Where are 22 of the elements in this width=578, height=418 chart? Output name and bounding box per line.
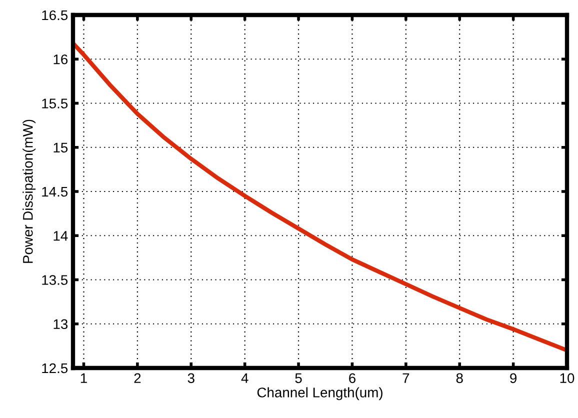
x-tick-label: 6 [349,373,356,384]
x-tick-label: 1 [80,373,87,383]
x-tick-label: 8 [456,373,463,384]
y-tick-label: 12.5 [42,363,68,374]
y-tick-label: 13.5 [42,275,68,285]
y-tick-label: 13 [54,319,68,330]
x-tick-label: 3 [188,373,194,384]
x-tick-label: 4 [241,373,248,383]
x-tick-label: 9 [510,373,517,384]
x-axis-title: Channel Length(um) [257,387,382,400]
x-tick-label: 7 [402,373,410,383]
line-series [73,41,567,352]
y-tick-label: 15.5 [42,98,68,108]
x-tick-label: 5 [295,373,302,384]
y-tick-label: 14.5 [42,186,68,197]
y-tick-label: 16 [54,54,68,64]
y-tick-label: 15 [54,142,68,153]
y-axis-title: Power Dissipation(mW) [22,120,36,263]
y-tick-label: 16.5 [42,10,68,20]
x-tick-label: 10 [560,373,574,384]
x-tick-label: 2 [134,373,141,383]
y-tick-label: 14 [54,231,68,241]
